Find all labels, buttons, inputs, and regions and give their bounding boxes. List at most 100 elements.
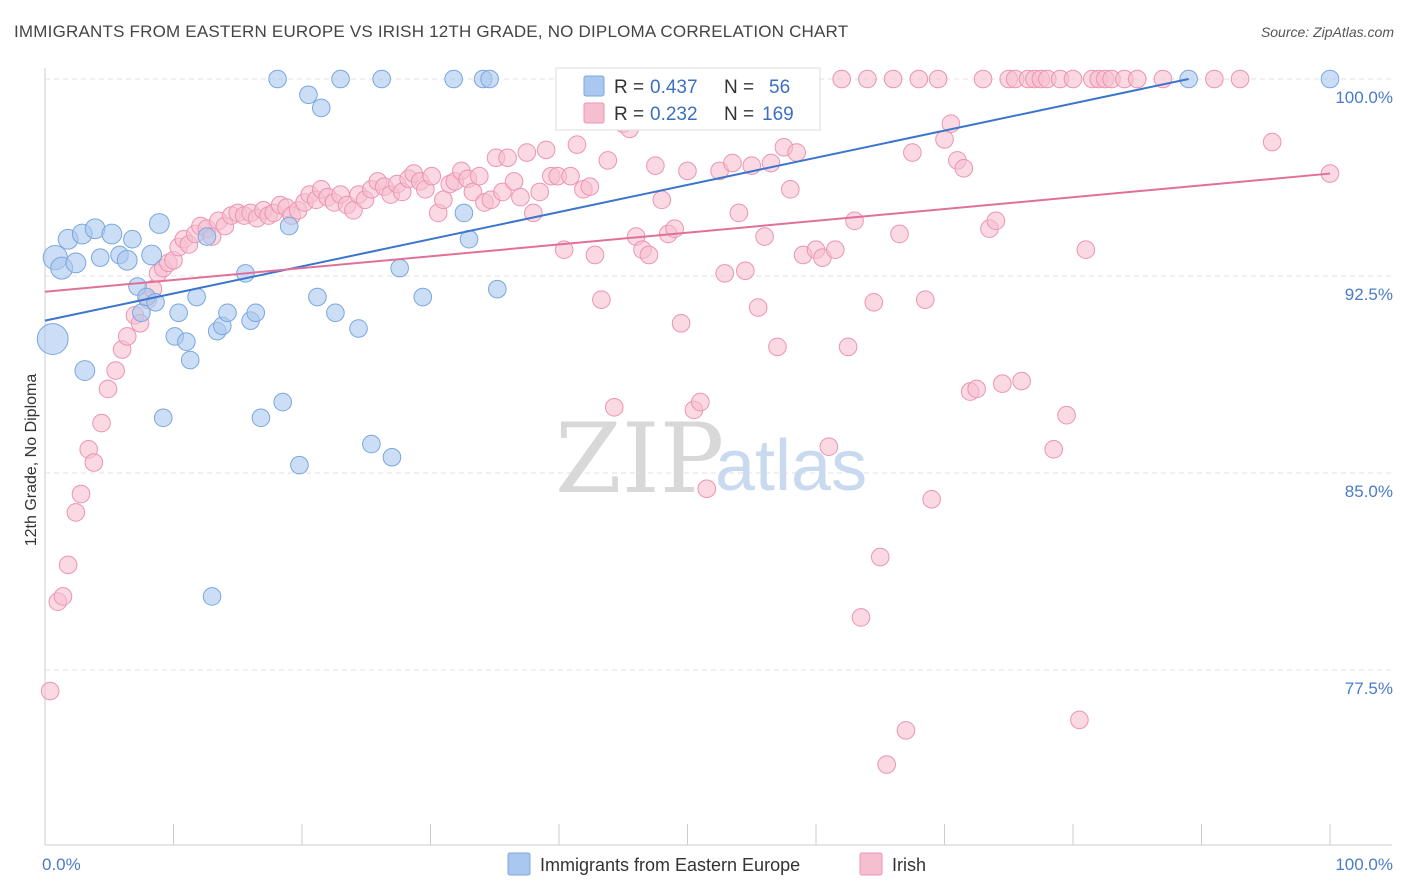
irish-point (781, 180, 800, 199)
eastern-europe-point (362, 434, 381, 454)
bottom-legend-swatch-blue (507, 852, 531, 876)
eastern-europe-point (1320, 69, 1340, 89)
legend-r-value: 0.437 (650, 77, 698, 98)
bottom-legend: Immigrants from Eastern Europe Irish (507, 852, 926, 876)
bottom-legend-label-blue: Immigrants from Eastern Europe (540, 855, 800, 875)
source-label: Source: ZipAtlas.com (1260, 24, 1394, 40)
trend-lines (44, 78, 1331, 322)
y-tick-label: 92.5% (1345, 285, 1393, 304)
eastern-europe-point (390, 258, 409, 278)
irish-point (928, 69, 948, 89)
irish-point (678, 161, 697, 181)
irish-point (715, 264, 735, 283)
irish-point (422, 166, 442, 186)
irish-point (748, 298, 768, 317)
irish-point (870, 547, 890, 567)
eastern-europe-point (372, 69, 391, 89)
legend-r-value: 0.232 (650, 104, 698, 125)
irish-point (1262, 132, 1282, 152)
irish-point (935, 130, 954, 149)
eastern-europe-point (273, 392, 293, 412)
irish-point (671, 313, 691, 333)
eastern-europe-point (65, 252, 87, 274)
irish-point (585, 245, 605, 265)
bottom-legend-swatch-pink (859, 852, 883, 876)
irish-point (598, 151, 618, 170)
irish-point (639, 245, 659, 265)
irish-point (864, 292, 884, 312)
irish-point (993, 374, 1012, 393)
eastern-europe-point (480, 69, 499, 89)
eastern-europe-point (279, 216, 299, 236)
eastern-europe-point (169, 303, 188, 323)
irish-point (567, 135, 587, 154)
irish-point (729, 203, 749, 223)
irish-point (1063, 69, 1083, 89)
eastern-europe-point (382, 447, 402, 467)
irish-point (883, 69, 903, 89)
irish-point (517, 143, 537, 162)
eastern-europe-point (74, 360, 96, 381)
irish-point (845, 211, 864, 231)
irish-point (832, 69, 852, 89)
irish-point (973, 69, 993, 89)
irish-point (1044, 440, 1064, 459)
irish-point (736, 261, 755, 281)
irish-point (530, 182, 550, 202)
irish-points (40, 69, 1340, 774)
irish-point (1076, 240, 1096, 260)
irish-point (604, 398, 624, 417)
legend-row-pink: R = 0.232 N = 169 (583, 102, 794, 125)
irish-point (755, 227, 774, 246)
eastern-europe-point (141, 244, 163, 266)
eastern-europe-point (246, 303, 266, 323)
y-axis-title: 12th Grade, No Diploma (23, 374, 40, 547)
irish-point (1012, 371, 1031, 391)
irish-point (117, 327, 137, 346)
irish-point (1127, 69, 1147, 89)
eastern-europe-point (290, 455, 309, 475)
legend-row-blue: R = 0.437 N = 56 (583, 75, 790, 98)
irish-point (66, 503, 86, 522)
eastern-europe-point (299, 85, 318, 105)
irish-point (92, 413, 111, 433)
legend-swatch-blue (583, 75, 605, 97)
legend-r-label: R = (614, 104, 644, 125)
irish-point (787, 143, 807, 162)
irish-point (691, 392, 710, 412)
watermark-atlas: atlas (715, 426, 867, 506)
irish-point (768, 337, 787, 357)
irish-point (819, 437, 839, 457)
eastern-europe-point (454, 203, 474, 223)
irish-point (652, 190, 672, 210)
eastern-europe-point (349, 319, 368, 338)
top-legend: R = 0.437 N = 56 R = 0.232 N = 169 (555, 67, 821, 131)
watermark: ZIP atlas (555, 403, 867, 515)
eastern-europe-point (488, 279, 507, 299)
irish-point (915, 290, 935, 309)
irish-point (903, 143, 922, 162)
irish-point (504, 172, 524, 191)
eastern-europe-point (251, 408, 271, 428)
chart-title: IMMIGRANTS FROM EASTERN EUROPE VS IRISH … (14, 22, 849, 41)
eastern-europe-point (101, 223, 123, 245)
eastern-europe-point (331, 69, 350, 89)
irish-point (561, 166, 580, 186)
legend-swatch-pink (583, 102, 605, 124)
watermark-zip: ZIP (555, 403, 724, 515)
irish-point (98, 379, 118, 399)
eastern-europe-point (444, 69, 463, 89)
eastern-europe-trend-line (44, 78, 1189, 322)
irish-point (1230, 69, 1250, 89)
eastern-europe-point (148, 213, 170, 234)
irish-point (896, 721, 916, 740)
eastern-europe-point (123, 229, 142, 249)
eastern-europe-point (36, 323, 69, 355)
irish-point (580, 177, 600, 196)
irish-point (463, 182, 483, 202)
legend-n-value: 56 (769, 77, 790, 98)
irish-point (954, 159, 974, 178)
irish-point (84, 453, 104, 472)
bottom-legend-label-pink: Irish (892, 855, 926, 875)
